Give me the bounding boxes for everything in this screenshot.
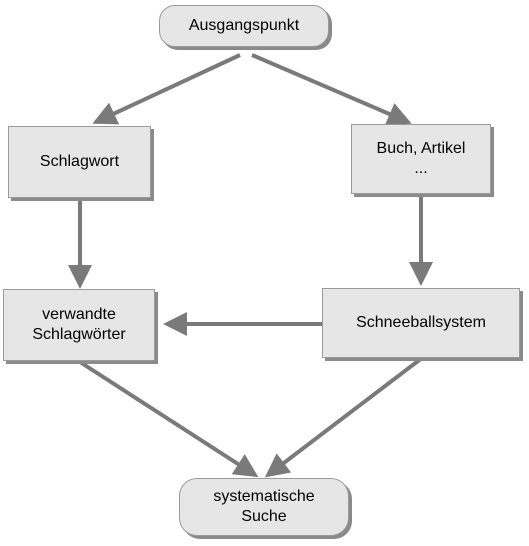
- node-verwandte-schlagwoerter: verwandte Schlagwörter: [3, 289, 155, 361]
- node-buch-artikel: Buch, Artikel ...: [351, 124, 491, 194]
- node-systematische-suche: systematische Suche: [179, 478, 349, 536]
- node-suche-label-line1: systematische: [213, 488, 315, 505]
- node-verwandte-label-line2: Schlagwörter: [32, 326, 126, 343]
- node-verwandte-schlagwoerter-text: verwandte Schlagwörter: [32, 305, 125, 345]
- node-buch-artikel-label-line1: Buch, Artikel: [376, 140, 466, 157]
- node-schneeballsystem-label: Schneeballsystem: [356, 314, 486, 331]
- arrow-related-to-end: [78, 360, 259, 478]
- node-buch-artikel-label-line2: ...: [414, 160, 428, 177]
- node-schneeballsystem: Schneeballsystem: [322, 288, 520, 358]
- arrow-start-to-keyword: [92, 53, 241, 125]
- node-ausgangspunkt-label: Ausgangspunkt: [188, 17, 300, 34]
- arrow-snowball-to-end: [264, 356, 424, 478]
- node-systematische-suche-text: systematische Suche: [213, 487, 314, 527]
- node-buch-artikel-text: Buch, Artikel ...: [377, 139, 466, 179]
- node-suche-label-line2: Suche: [241, 508, 287, 525]
- arrow-start-to-book: [251, 53, 412, 126]
- node-ausgangspunkt: Ausgangspunkt: [159, 5, 329, 47]
- node-schlagwort: Schlagwort: [8, 126, 151, 198]
- node-verwandte-label-line1: verwandte: [42, 306, 116, 323]
- node-schlagwort-label: Schlagwort: [39, 153, 120, 170]
